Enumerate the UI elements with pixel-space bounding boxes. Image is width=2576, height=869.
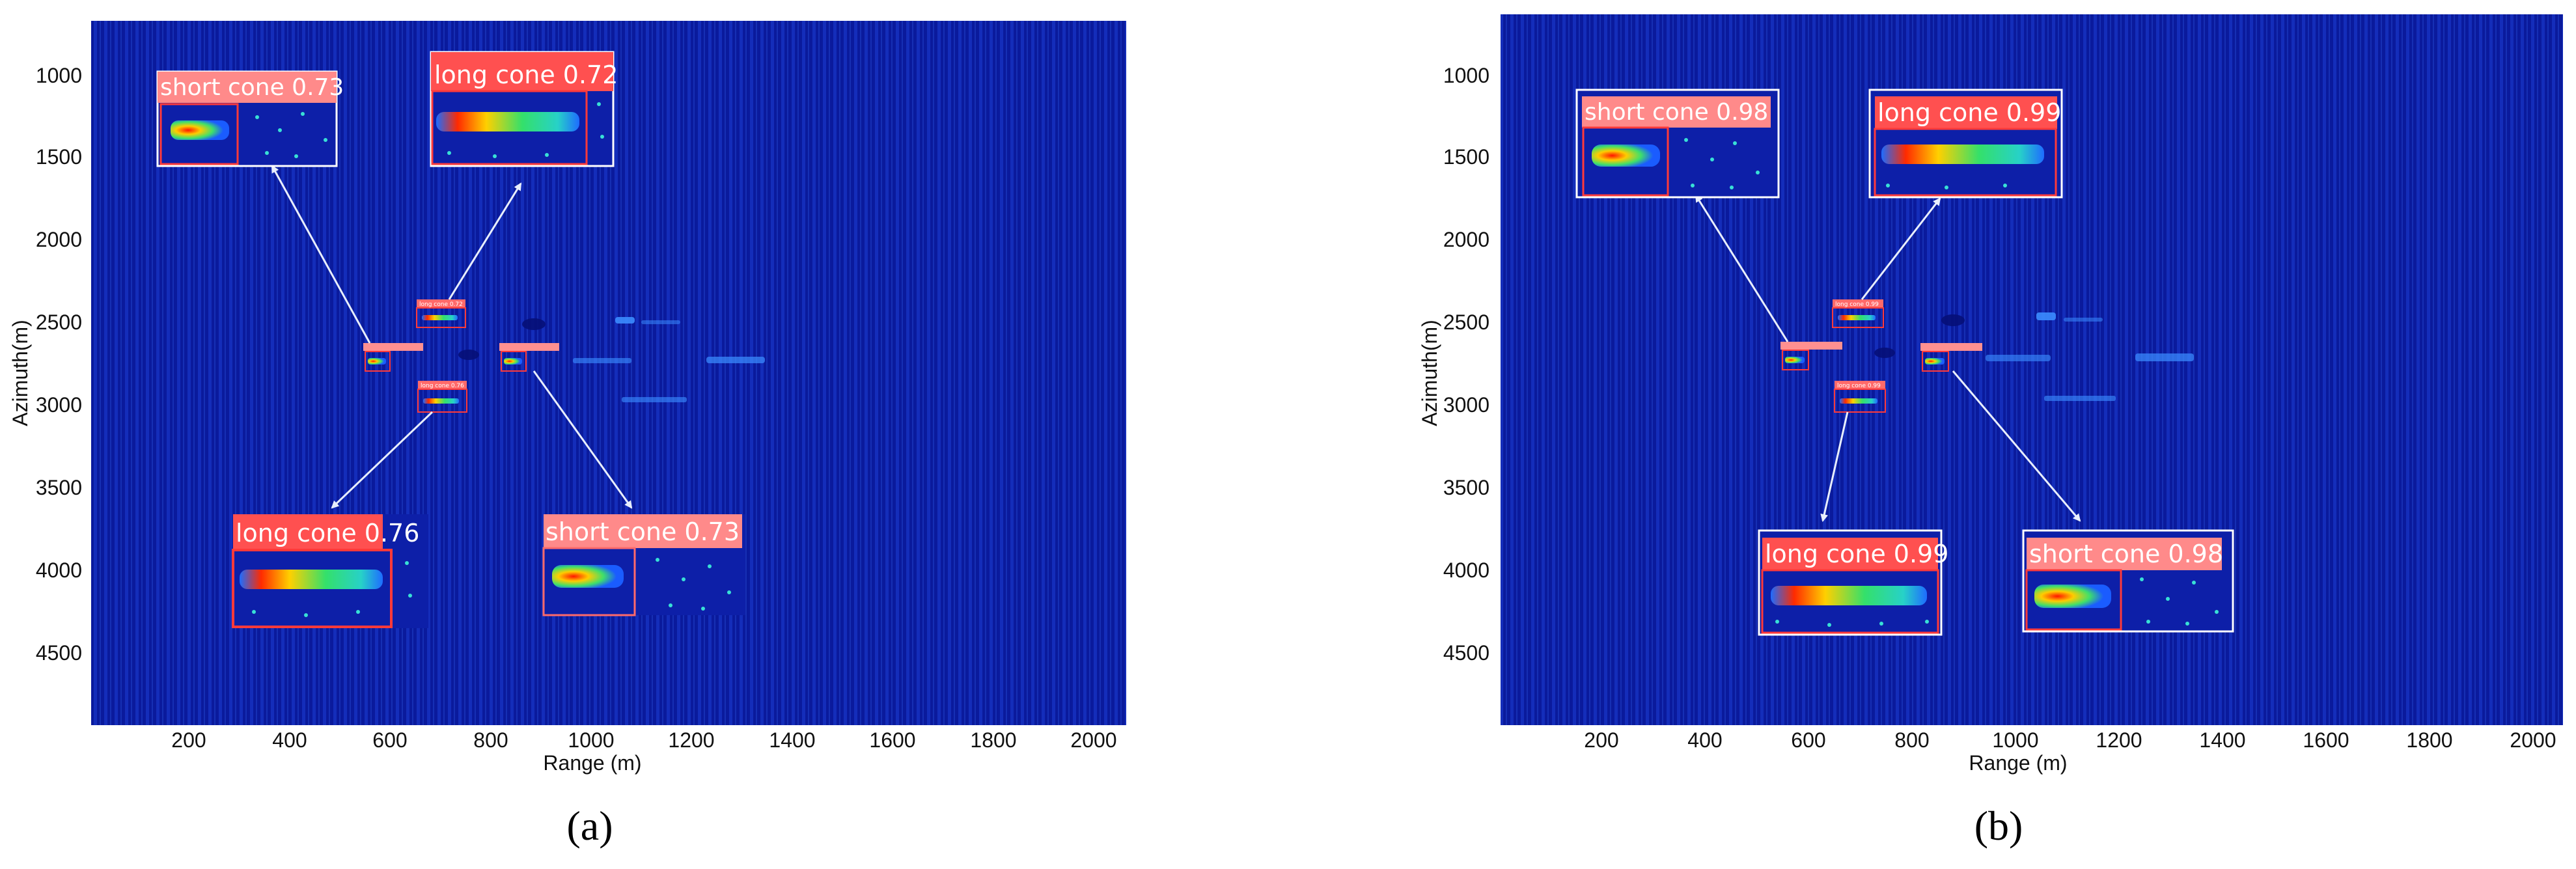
- inset-label-bg: [1582, 96, 1771, 128]
- inset-long-cone-top: long cone 0.99: [1868, 89, 2063, 199]
- inset-label-bg: [2027, 538, 2222, 570]
- inset-short-cone-top: short cone 0.73: [156, 70, 344, 167]
- inset-label: short cone 0.73: [160, 74, 344, 101]
- panel-a-small-detection: [363, 343, 423, 372]
- y-tick: 3000: [36, 393, 82, 417]
- x-tick: 400: [272, 728, 307, 752]
- y-axis-label: Azimuth(m): [1418, 320, 1441, 426]
- panel-b-small-detection: long cone 0.99: [1834, 381, 1886, 413]
- inset-label: short cone 0.98: [2029, 540, 2223, 568]
- x-tick: 2000: [1070, 728, 1116, 752]
- x-tick: 1200: [668, 728, 714, 752]
- x-tick: 200: [1584, 728, 1618, 752]
- panel-a-arrows: [271, 165, 633, 509]
- panel-a-small-detection: long cone 0.76: [417, 381, 467, 413]
- y-tick: 4500: [36, 641, 82, 665]
- inset-label: long cone 0.76: [236, 519, 419, 547]
- x-tick: 1600: [2303, 728, 2349, 752]
- panel-a-small-detection: [499, 343, 559, 372]
- panel-a-scene-targets: [458, 317, 765, 402]
- detection-label: long cone 0.76: [421, 383, 464, 389]
- x-tick: 1400: [2199, 728, 2245, 752]
- panel-label: (a): [566, 803, 613, 849]
- panel-b-small-detection: long cone 0.99: [1832, 299, 1884, 328]
- inset-short-cone-bottom: short cone 0.98: [2022, 529, 2234, 633]
- x-tick: 1400: [769, 728, 815, 752]
- y-tick: 2500: [36, 310, 82, 334]
- inset-short-cone-top: short cone 0.98: [1575, 89, 1780, 199]
- y-tick: 4500: [1443, 641, 1489, 665]
- detection-label-bg: [417, 299, 465, 308]
- panel-b-small-detection: [1780, 342, 1842, 370]
- inset-label-bg: [158, 72, 337, 103]
- detection-label-bg: [418, 381, 467, 389]
- y-tick: 2500: [1443, 310, 1489, 334]
- inset-short-cone-bottom: short cone 0.73: [542, 514, 745, 616]
- y-tick: 2000: [36, 228, 82, 251]
- detection-label: long cone 0.99: [1835, 301, 1879, 308]
- panel-a: 1000 1500 2000 2500 3000 3500 4000 4500 …: [8, 21, 1126, 849]
- inset-long-cone-top: long cone 0.72: [430, 51, 618, 167]
- panel-label: (b): [1974, 803, 2023, 849]
- panel-b-scene-targets: [1874, 312, 2194, 401]
- y-tick: 4000: [1443, 559, 1489, 582]
- y-tick: 3500: [36, 476, 82, 499]
- inset-label-bg: [233, 514, 383, 550]
- inset-label: short cone 0.98: [1585, 99, 1768, 126]
- panel-a-small-detection: long cone 0.72: [416, 299, 466, 328]
- y-tick: 1000: [36, 64, 82, 87]
- y-axis-label: Azimuth(m): [8, 320, 32, 426]
- y-tick: 4000: [36, 559, 82, 582]
- inset-label: long cone 0.99: [1765, 540, 1948, 568]
- inset-long-cone-bottom: long cone 0.76: [232, 514, 428, 628]
- x-tick: 1600: [869, 728, 915, 752]
- x-tick: 800: [473, 728, 508, 752]
- panel-b-arrows: [1695, 194, 2081, 522]
- inset-label: short cone 0.73: [546, 517, 740, 546]
- x-tick: 1200: [2096, 728, 2142, 752]
- y-tick: 1500: [36, 145, 82, 169]
- y-tick: 3000: [1443, 393, 1489, 417]
- y-tick: 1500: [1443, 145, 1489, 169]
- panel-b: 1000 1500 2000 2500 3000 3500 4000 4500 …: [1418, 14, 2563, 849]
- detection-label: long cone 0.99: [1837, 383, 1881, 389]
- x-tick: 800: [1894, 728, 1929, 752]
- inset-label-bg: [1875, 96, 2057, 129]
- x-tick: 1800: [2406, 728, 2452, 752]
- x-tick: 1000: [568, 728, 614, 752]
- detection-label-bg: [1833, 299, 1883, 308]
- inset-label: long cone 0.72: [434, 61, 618, 89]
- x-axis-label: Range (m): [1969, 751, 2067, 775]
- x-tick: 600: [372, 728, 407, 752]
- x-tick: 1800: [970, 728, 1016, 752]
- x-tick: 200: [171, 728, 206, 752]
- inset-long-cone-bottom: long cone 0.99: [1758, 529, 1948, 636]
- panel-a-y-axis: 1000 1500 2000 2500 3000 3500 4000 4500 …: [8, 64, 82, 665]
- inset-label-bg: [431, 52, 613, 91]
- inset-label-bg: [544, 514, 742, 548]
- x-tick: 1000: [1992, 728, 2038, 752]
- panel-a-x-axis: 200 400 600 800 1000 1200 1400 1600 1800…: [171, 728, 1116, 775]
- detection-label: long cone 0.72: [419, 301, 463, 308]
- y-tick: 1000: [1443, 64, 1489, 87]
- inset-label: long cone 0.99: [1877, 98, 2061, 127]
- panel-b-small-detection: [1920, 343, 1982, 372]
- panel-b-y-axis: 1000 1500 2000 2500 3000 3500 4000 4500 …: [1418, 64, 1489, 665]
- detection-label-bg: [1835, 381, 1885, 389]
- x-tick: 600: [1791, 728, 1825, 752]
- inset-label-bg: [1762, 538, 1938, 570]
- x-tick: 2000: [2510, 728, 2556, 752]
- x-tick: 400: [1687, 728, 1722, 752]
- x-axis-label: Range (m): [543, 751, 641, 775]
- panel-b-x-axis: 200 400 600 800 1000 1200 1400 1600 1800…: [1584, 728, 2556, 775]
- y-tick: 3500: [1443, 476, 1489, 499]
- y-tick: 2000: [1443, 228, 1489, 251]
